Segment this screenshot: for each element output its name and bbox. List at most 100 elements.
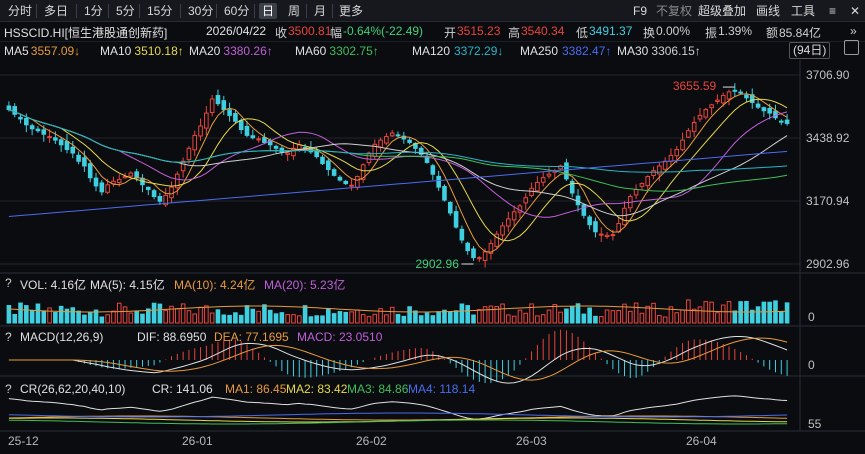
fuquan-toggle[interactable]: 不复权 — [656, 4, 693, 18]
hdr-open: 3515.23 — [457, 24, 501, 38]
volume-bar — [105, 314, 110, 324]
close-icon[interactable]: ✕ — [850, 4, 861, 18]
volume-bar — [140, 313, 145, 324]
ma-name-3: MA60 — [295, 44, 327, 58]
volume-bar — [12, 313, 18, 324]
hdr-change: -0.64%(-22.49) — [343, 24, 424, 38]
period-tab-2[interactable]: 1分 — [84, 4, 103, 18]
vol-help-icon[interactable]: ? — [5, 276, 12, 290]
period-tab-1[interactable]: 多日 — [44, 4, 69, 18]
candle-body — [662, 160, 668, 170]
volume-bar — [163, 309, 169, 324]
volume-bar — [389, 306, 395, 324]
f9-button[interactable]: F9 — [633, 4, 648, 18]
candle-body — [558, 165, 563, 170]
volume-bar — [18, 302, 23, 324]
overlay-button[interactable]: 超级叠加 — [698, 4, 747, 18]
candle-body — [58, 139, 64, 146]
volume-bar — [244, 305, 250, 324]
quote-header: HSSCID.HI[恒生港股通创新药] 2026/04/22 收 3500.81 幅 -0… — [0, 22, 865, 42]
cr-axis: 55 — [808, 417, 822, 431]
candle-body — [262, 137, 267, 143]
candle-body — [6, 105, 12, 111]
candle-body — [500, 225, 505, 236]
volume-bar — [715, 312, 720, 324]
period-tab-4[interactable]: 15分 — [147, 4, 173, 18]
candle-body — [761, 107, 767, 112]
candle-body — [546, 173, 552, 177]
y-tick-2: 3170.94 — [806, 194, 850, 208]
vol-axis-zero: 0 — [808, 310, 815, 324]
candle-body — [703, 109, 709, 118]
volume-bar — [523, 312, 529, 324]
volume-bar — [494, 305, 500, 324]
hdr-amplitude: 1.39% — [718, 24, 753, 38]
volume-bar — [238, 314, 244, 324]
vol-ma20: MA(20): 5.23亿 — [264, 278, 346, 292]
ma20-line — [8, 109, 788, 218]
candle-body — [157, 196, 163, 202]
x-label-0: 25-12 — [8, 434, 39, 448]
cr-ma1-line — [8, 415, 788, 421]
ma5-line — [8, 93, 788, 253]
volume-bar — [215, 309, 221, 324]
period-tab-7[interactable]: 日 — [259, 3, 278, 19]
y-tick-0: 3706.90 — [806, 68, 850, 82]
hdr-amount: 85.84亿 — [779, 26, 822, 40]
volume-bar — [506, 314, 511, 324]
volume-bar — [122, 306, 128, 324]
period-tab-0[interactable]: 分时 — [8, 4, 33, 18]
draw-line-button[interactable]: 画线 — [756, 4, 781, 18]
candle-body — [436, 175, 441, 188]
quote-date: 2026/04/22 — [206, 24, 267, 38]
ma-value-1: 3510.18↑ — [134, 44, 184, 58]
candle-body — [93, 177, 99, 187]
tools-button[interactable]: 工具 — [791, 4, 816, 18]
candle-body — [767, 107, 772, 114]
volume-bar — [413, 310, 418, 324]
more-arrow-icon[interactable]: » — [850, 24, 857, 38]
volume-bar — [111, 310, 116, 324]
period-tab-8[interactable]: 周 — [288, 4, 301, 18]
volume-bar — [709, 301, 714, 324]
period-tab-3[interactable]: 5分 — [116, 4, 135, 18]
candle-body — [395, 134, 401, 137]
menu-icon[interactable]: ≡ — [829, 4, 837, 18]
volume-bar — [720, 304, 726, 324]
volume-bar — [761, 301, 767, 324]
cr-title: CR(26,62,20,40,10) — [20, 382, 126, 396]
volume-bar — [604, 309, 610, 324]
candle-body — [320, 156, 325, 165]
macd-help-icon[interactable]: ? — [5, 330, 12, 344]
period-tab-5[interactable]: 30分 — [188, 4, 214, 18]
period-tab-6[interactable]: 60分 — [224, 4, 250, 18]
period-tab-10[interactable]: 更多 — [339, 4, 364, 18]
candle-body — [82, 157, 87, 167]
ma-name-4: MA120 — [412, 44, 451, 58]
volume-bar — [366, 316, 372, 324]
candle-body — [314, 150, 319, 158]
candle-body — [186, 147, 192, 161]
candle-body — [250, 135, 256, 139]
candle-body — [70, 146, 76, 154]
volume-bar — [749, 309, 755, 324]
hdr-close: 3500.81 — [288, 24, 332, 38]
ma-value-0: 3557.09↓ — [30, 44, 81, 58]
volume-bar — [598, 316, 604, 324]
bars-count-badge[interactable]: (94日) — [789, 42, 831, 59]
candle-body — [645, 176, 651, 187]
cr-help-icon[interactable]: ? — [5, 382, 12, 396]
period-tab-9[interactable]: 月 — [314, 4, 327, 18]
hdr-amount_label: 额 — [766, 26, 779, 40]
volume-bar — [192, 313, 198, 324]
volume-bar — [732, 310, 738, 324]
volume-bar — [99, 316, 105, 324]
candle-body — [41, 129, 47, 135]
candle-body — [198, 125, 203, 137]
candle-body — [360, 164, 366, 180]
maximize-checkbox[interactable] — [844, 40, 859, 55]
candle-body — [291, 147, 296, 157]
candle-body — [349, 184, 354, 187]
volume-bar — [128, 312, 134, 324]
candle-body — [674, 149, 680, 157]
